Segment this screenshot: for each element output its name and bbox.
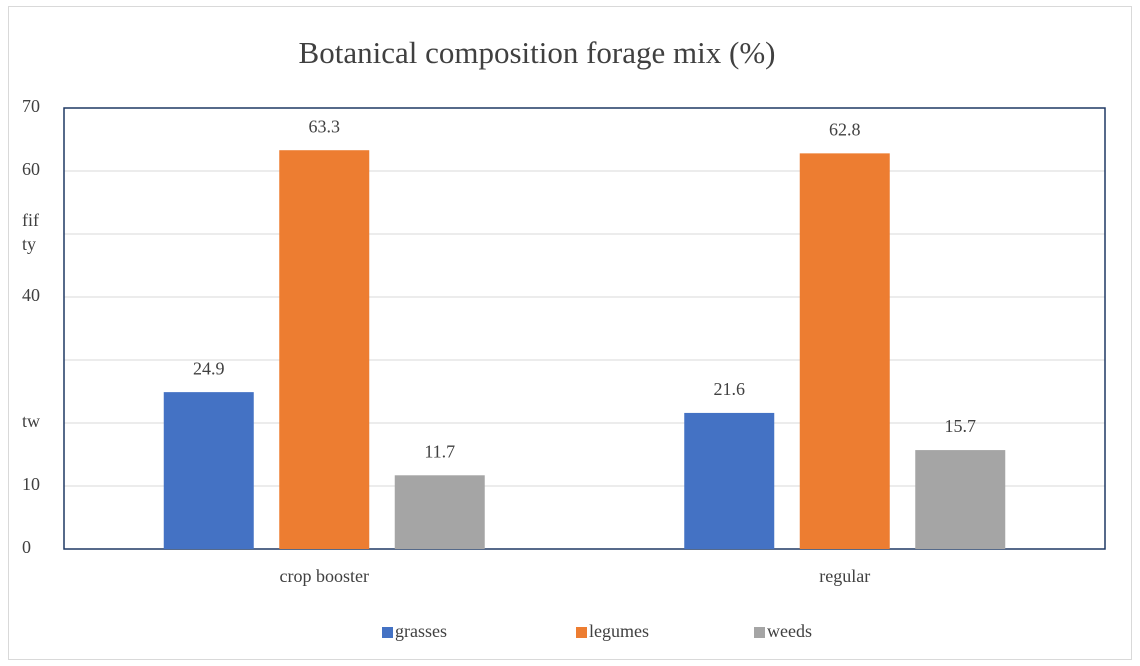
y-tick-label: 70 bbox=[22, 96, 40, 116]
bar bbox=[279, 150, 370, 549]
value-label: 11.7 bbox=[424, 441, 455, 461]
value-label: 63.3 bbox=[309, 116, 341, 136]
legend-label: legumes bbox=[589, 621, 649, 641]
bar bbox=[684, 412, 775, 549]
legend-label: weeds bbox=[767, 621, 812, 641]
x-tick-label: crop booster bbox=[280, 566, 369, 586]
bar bbox=[915, 450, 1006, 549]
value-label: 62.8 bbox=[829, 119, 861, 139]
value-label: 21.6 bbox=[714, 379, 746, 399]
legend-swatch bbox=[382, 627, 393, 638]
x-tick-label: regular bbox=[819, 566, 870, 586]
legend-swatch bbox=[576, 627, 587, 638]
y-tick-label: 40 bbox=[22, 285, 40, 305]
chart-border bbox=[8, 6, 1132, 660]
bar bbox=[799, 153, 890, 550]
chart-title: Botanical composition forage mix (%) bbox=[299, 35, 776, 70]
y-tick-label: 60 bbox=[22, 159, 40, 179]
y-tick-label: 0 bbox=[22, 537, 31, 557]
y-tick-label: 10 bbox=[22, 474, 40, 494]
plot-border bbox=[63, 107, 1106, 550]
bar bbox=[163, 392, 254, 549]
value-label: 15.7 bbox=[945, 416, 977, 436]
bar bbox=[394, 475, 485, 549]
legend-swatch bbox=[754, 627, 765, 638]
y-tick-label: fif ty bbox=[22, 210, 39, 254]
legend-label: grasses bbox=[395, 621, 447, 641]
y-tick-label: tw bbox=[22, 411, 40, 431]
value-label: 24.9 bbox=[193, 358, 225, 378]
